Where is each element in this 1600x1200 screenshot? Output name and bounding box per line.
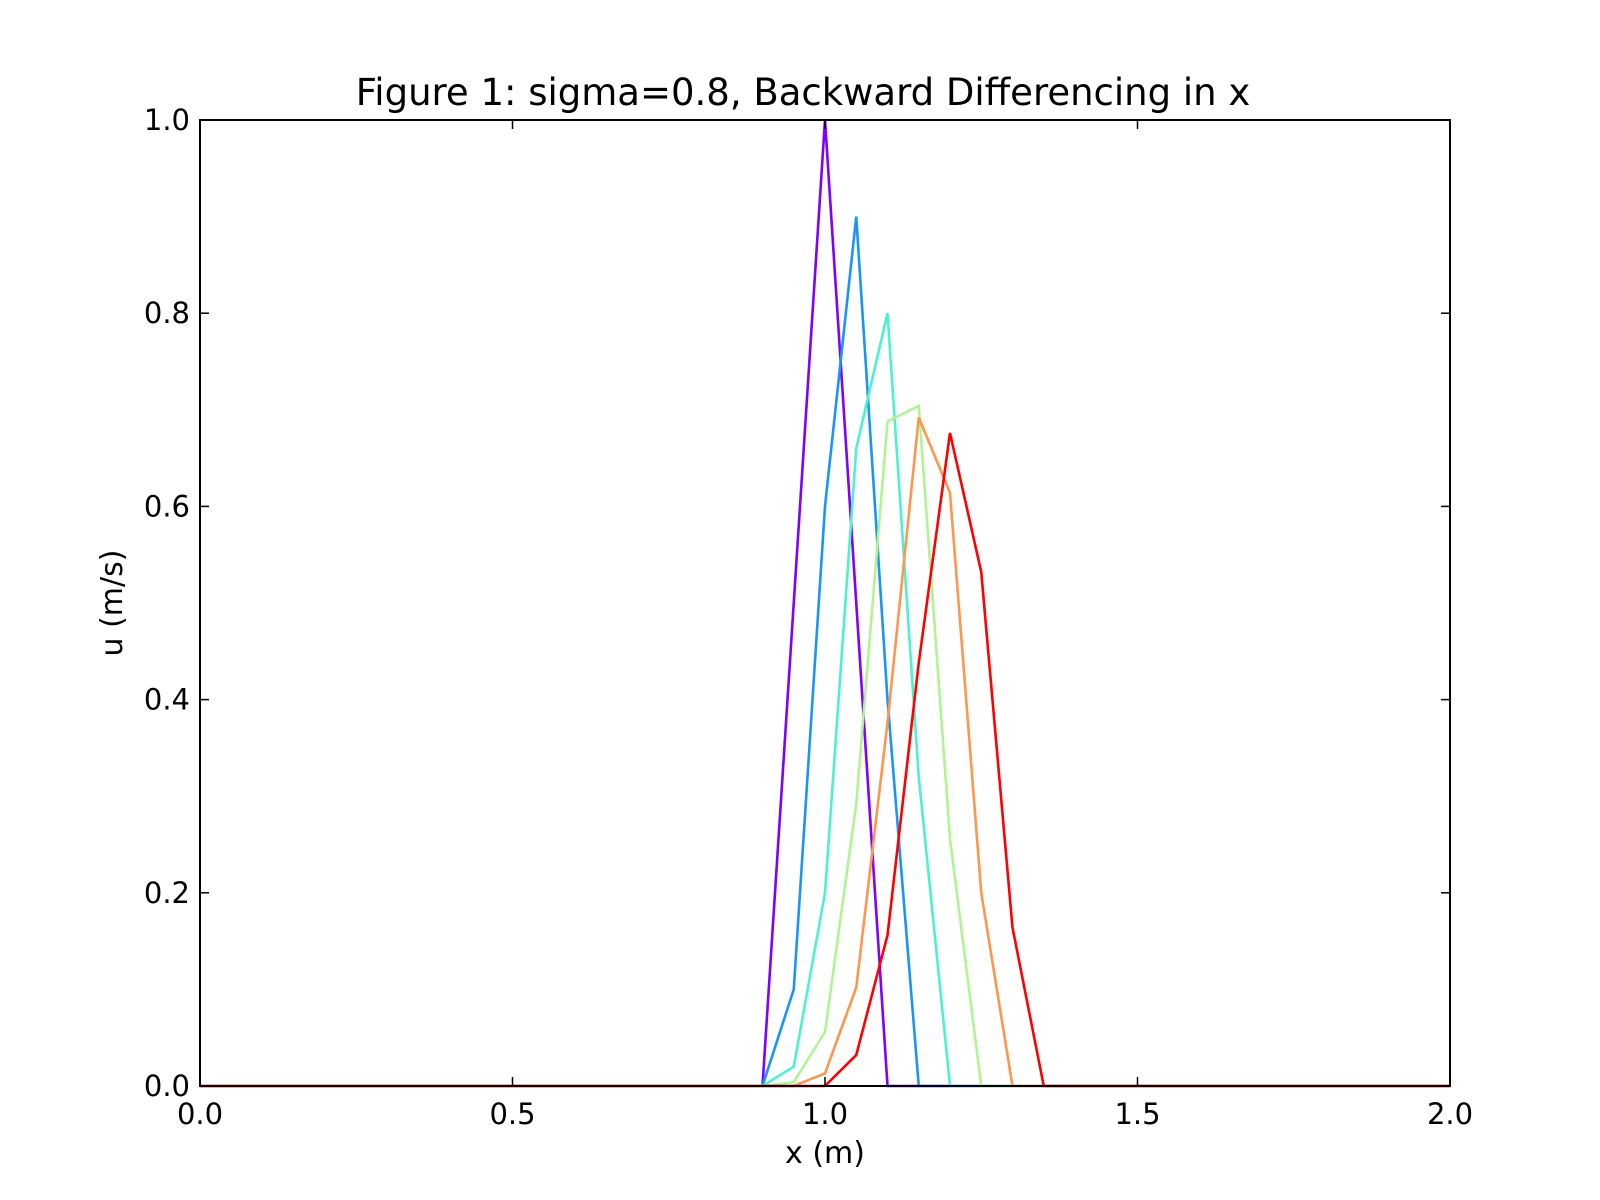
x-tick-label: 2.0	[1427, 1097, 1473, 1131]
x-tick-label: 1.5	[1114, 1097, 1160, 1131]
y-tick-label: 0.4	[144, 683, 190, 717]
x-tick-label: 1.0	[802, 1097, 848, 1131]
series-line-6	[200, 432, 1450, 1088]
series-line-4	[200, 403, 1450, 1088]
y-tick-label: 0.8	[144, 296, 190, 330]
series-layer	[200, 119, 1450, 1088]
series-line-3	[200, 312, 1450, 1088]
y-tick-label: 1.0	[144, 103, 190, 137]
series-line-2	[200, 216, 1450, 1088]
tick-layer: 0.0 0.5 1.0 1.5 2.0 0.0 0.2 0.4 0.6 0.8 1.0	[144, 103, 1473, 1131]
chart-title: Figure 1: sigma=0.8, Backward Differenci…	[356, 71, 1251, 114]
x-tick-label: 0.5	[489, 1097, 535, 1131]
y-axis-label: u (m/s)	[95, 550, 130, 657]
y-tick-label: 0.2	[144, 876, 190, 910]
series-line-1	[200, 119, 1450, 1088]
x-tick-label: 0.0	[177, 1097, 223, 1131]
x-axis-label: x (m)	[785, 1136, 865, 1171]
y-tick-label: 0.0	[144, 1069, 190, 1103]
plot-frame	[199, 119, 1451, 1087]
y-tick-label: 0.6	[144, 489, 190, 523]
series-line-5	[200, 417, 1450, 1088]
